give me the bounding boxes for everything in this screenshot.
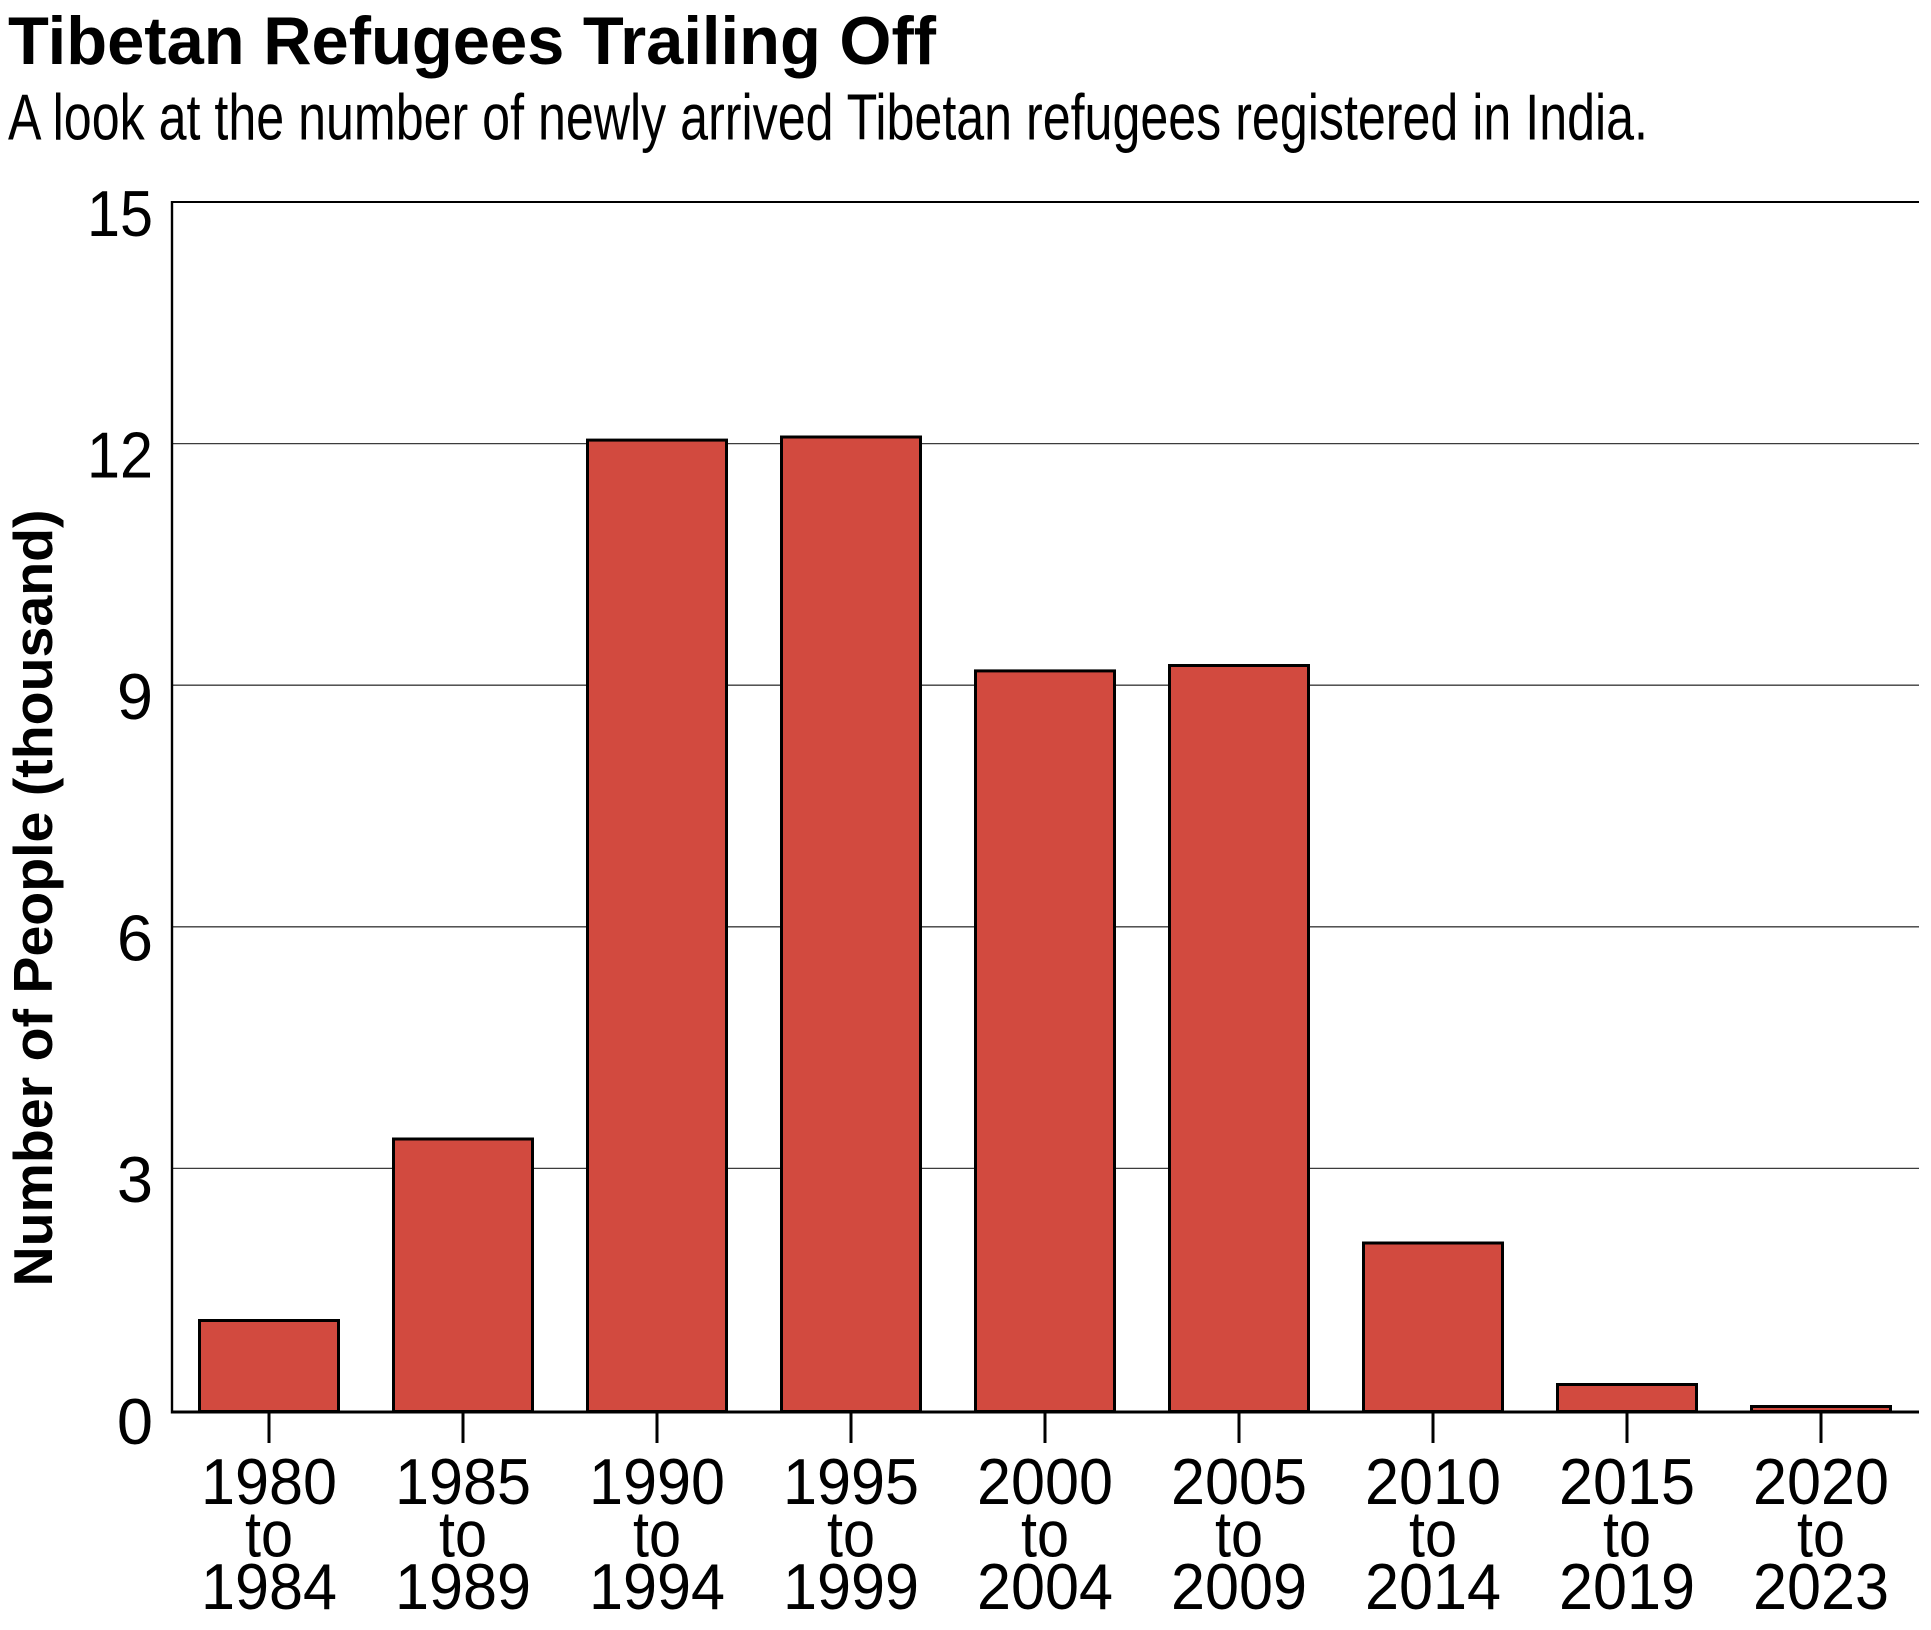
svg-text:2009: 2009 bbox=[1171, 1550, 1307, 1623]
svg-text:2020: 2020 bbox=[1753, 1445, 1889, 1518]
svg-text:1989: 1989 bbox=[395, 1550, 531, 1623]
svg-text:1980: 1980 bbox=[201, 1445, 337, 1518]
svg-text:1985: 1985 bbox=[395, 1445, 531, 1518]
svg-text:0: 0 bbox=[117, 1385, 153, 1458]
svg-text:3: 3 bbox=[117, 1143, 153, 1216]
svg-text:A look at the number of newly: A look at the number of newly arrived Ti… bbox=[8, 82, 1648, 154]
svg-text:to: to bbox=[245, 1497, 293, 1570]
svg-text:to: to bbox=[1603, 1497, 1651, 1570]
svg-text:to: to bbox=[1021, 1497, 1069, 1570]
svg-text:9: 9 bbox=[117, 660, 153, 733]
svg-text:2000: 2000 bbox=[977, 1445, 1113, 1518]
svg-text:to: to bbox=[1215, 1497, 1263, 1570]
svg-text:6: 6 bbox=[117, 902, 153, 975]
svg-text:1984: 1984 bbox=[201, 1550, 337, 1623]
svg-text:2019: 2019 bbox=[1559, 1550, 1695, 1623]
svg-text:2023: 2023 bbox=[1753, 1550, 1889, 1623]
svg-text:Tibetan Refugees Trailing Off: Tibetan Refugees Trailing Off bbox=[8, 3, 936, 79]
svg-text:1994: 1994 bbox=[589, 1550, 725, 1623]
svg-text:12: 12 bbox=[87, 418, 153, 491]
svg-text:2014: 2014 bbox=[1365, 1550, 1501, 1623]
svg-text:1999: 1999 bbox=[783, 1550, 919, 1623]
svg-text:to: to bbox=[633, 1497, 681, 1570]
svg-text:15: 15 bbox=[87, 177, 153, 250]
svg-text:2010: 2010 bbox=[1365, 1445, 1501, 1518]
svg-text:to: to bbox=[1409, 1497, 1457, 1570]
svg-text:to: to bbox=[1797, 1497, 1845, 1570]
svg-text:2015: 2015 bbox=[1559, 1445, 1695, 1518]
svg-text:2005: 2005 bbox=[1171, 1445, 1307, 1518]
svg-text:1995: 1995 bbox=[783, 1445, 919, 1518]
svg-text:1990: 1990 bbox=[589, 1445, 725, 1518]
svg-text:Number of People (thousand): Number of People (thousand) bbox=[2, 510, 64, 1287]
svg-text:2004: 2004 bbox=[977, 1550, 1113, 1623]
svg-text:to: to bbox=[827, 1497, 875, 1570]
svg-text:to: to bbox=[439, 1497, 487, 1570]
